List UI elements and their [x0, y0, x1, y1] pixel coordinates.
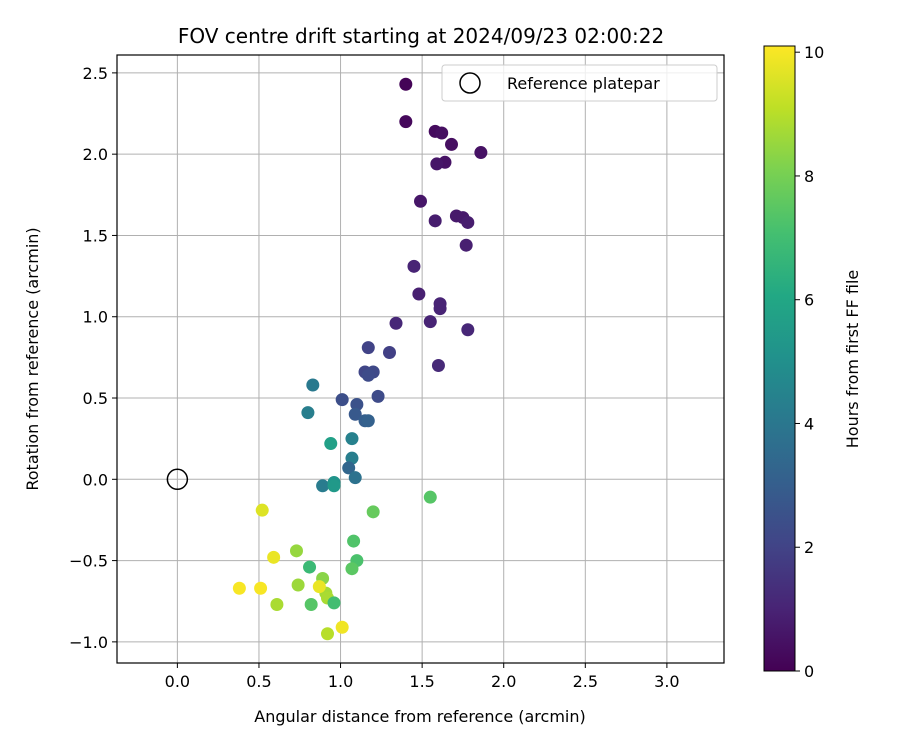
- x-tick-label: 2.0: [491, 672, 516, 691]
- y-tick-label: 2.5: [83, 64, 108, 83]
- colorbar-tick-label: 6: [804, 291, 814, 310]
- colorbar: 0 2 4 6 8 10 Hours from first FF file: [763, 43, 862, 681]
- data-point: [414, 194, 427, 208]
- data-point: [345, 432, 359, 446]
- data-point: [423, 315, 437, 329]
- legend-box: [441, 64, 718, 102]
- data-point: [347, 534, 361, 548]
- colorbar-tick-label: 8: [804, 167, 814, 186]
- y-tick-label: 1.0: [83, 308, 108, 327]
- data-point: [306, 378, 320, 392]
- colorbar-label: Hours from first FF file: [843, 270, 862, 449]
- x-tick-label: 0.0: [165, 672, 190, 691]
- x-tick-label: 1.0: [328, 672, 353, 691]
- data-point: [361, 341, 375, 355]
- x-tick-label: 2.5: [573, 672, 598, 691]
- colorbar-gradient: [763, 45, 796, 672]
- data-point: [361, 368, 375, 382]
- y-axis-label: Rotation from reference (arcmin): [23, 227, 42, 490]
- data-point: [254, 581, 268, 595]
- data-point: [412, 287, 426, 301]
- data-point: [304, 597, 318, 611]
- data-point: [399, 77, 413, 91]
- data-point: [366, 505, 380, 519]
- data-point: [445, 137, 459, 151]
- data-point: [255, 503, 269, 517]
- data-point: [232, 581, 246, 595]
- colorbar-tick-label: 10: [804, 43, 824, 62]
- y-tick-label: 0.0: [83, 470, 108, 489]
- y-axis-ticks: −1.0 −0.5 0.0 0.5 1.0 1.5 2.0 2.5: [69, 64, 117, 652]
- x-tick-label: 0.5: [246, 672, 271, 691]
- y-tick-label: −1.0: [69, 633, 108, 652]
- data-point: [324, 437, 338, 451]
- legend: Reference platepar: [441, 64, 718, 102]
- y-tick-label: −0.5: [69, 552, 108, 571]
- data-point: [474, 146, 488, 160]
- plot-frame: [116, 54, 725, 664]
- data-points: [232, 77, 488, 641]
- data-point: [270, 597, 284, 611]
- data-point: [433, 302, 447, 316]
- legend-label: Reference platepar: [507, 74, 660, 93]
- x-tick-label: 3.0: [654, 672, 679, 691]
- data-point: [407, 259, 421, 273]
- grid: [117, 55, 724, 663]
- data-point: [459, 238, 473, 252]
- data-point: [431, 359, 445, 373]
- data-point: [327, 479, 341, 493]
- data-point: [389, 316, 403, 330]
- data-point: [303, 560, 317, 574]
- chart-title: FOV centre drift starting at 2024/09/23 …: [178, 24, 664, 48]
- x-axis-ticks: 0.0 0.5 1.0 1.5 2.0 2.5 3.0: [165, 663, 680, 691]
- data-point: [382, 345, 396, 359]
- data-point: [345, 451, 359, 465]
- data-point: [312, 580, 326, 594]
- plot-area: 0.0 0.5 1.0 1.5 2.0 2.5 3.0 −1.0 −0.5 0.0 0.5 1.0 1…: [69, 54, 725, 691]
- data-point: [335, 393, 349, 407]
- data-point: [348, 471, 362, 485]
- colorbar-tick-label: 4: [804, 414, 814, 433]
- y-tick-label: 1.5: [83, 226, 108, 245]
- data-point: [361, 414, 375, 428]
- y-tick-label: 0.5: [83, 389, 108, 408]
- data-point: [335, 620, 349, 634]
- data-point: [399, 115, 413, 129]
- y-tick-label: 2.0: [83, 145, 108, 164]
- data-point: [320, 627, 334, 641]
- x-tick-label: 1.5: [409, 672, 434, 691]
- legend-marker: [459, 72, 481, 94]
- data-point: [316, 479, 330, 493]
- colorbar-tick-label: 0: [804, 662, 814, 681]
- data-point: [423, 490, 437, 504]
- data-point: [327, 596, 341, 610]
- data-point: [348, 407, 362, 421]
- data-point: [430, 157, 444, 171]
- colorbar-tick-label: 2: [804, 538, 814, 557]
- x-axis-label: Angular distance from reference (arcmin): [254, 707, 585, 726]
- data-point: [428, 214, 442, 228]
- data-point: [301, 406, 315, 420]
- colorbar-ticks: 0 2 4 6 8 10: [795, 43, 824, 681]
- data-point: [461, 323, 475, 337]
- data-point: [350, 398, 364, 412]
- data-point: [371, 389, 385, 403]
- data-point: [267, 550, 281, 564]
- data-point: [435, 126, 449, 140]
- data-point: [289, 544, 303, 558]
- data-point: [342, 461, 356, 475]
- data-point: [291, 578, 305, 592]
- reference-marker: [166, 468, 189, 491]
- data-point: [461, 215, 475, 229]
- data-point: [345, 562, 359, 576]
